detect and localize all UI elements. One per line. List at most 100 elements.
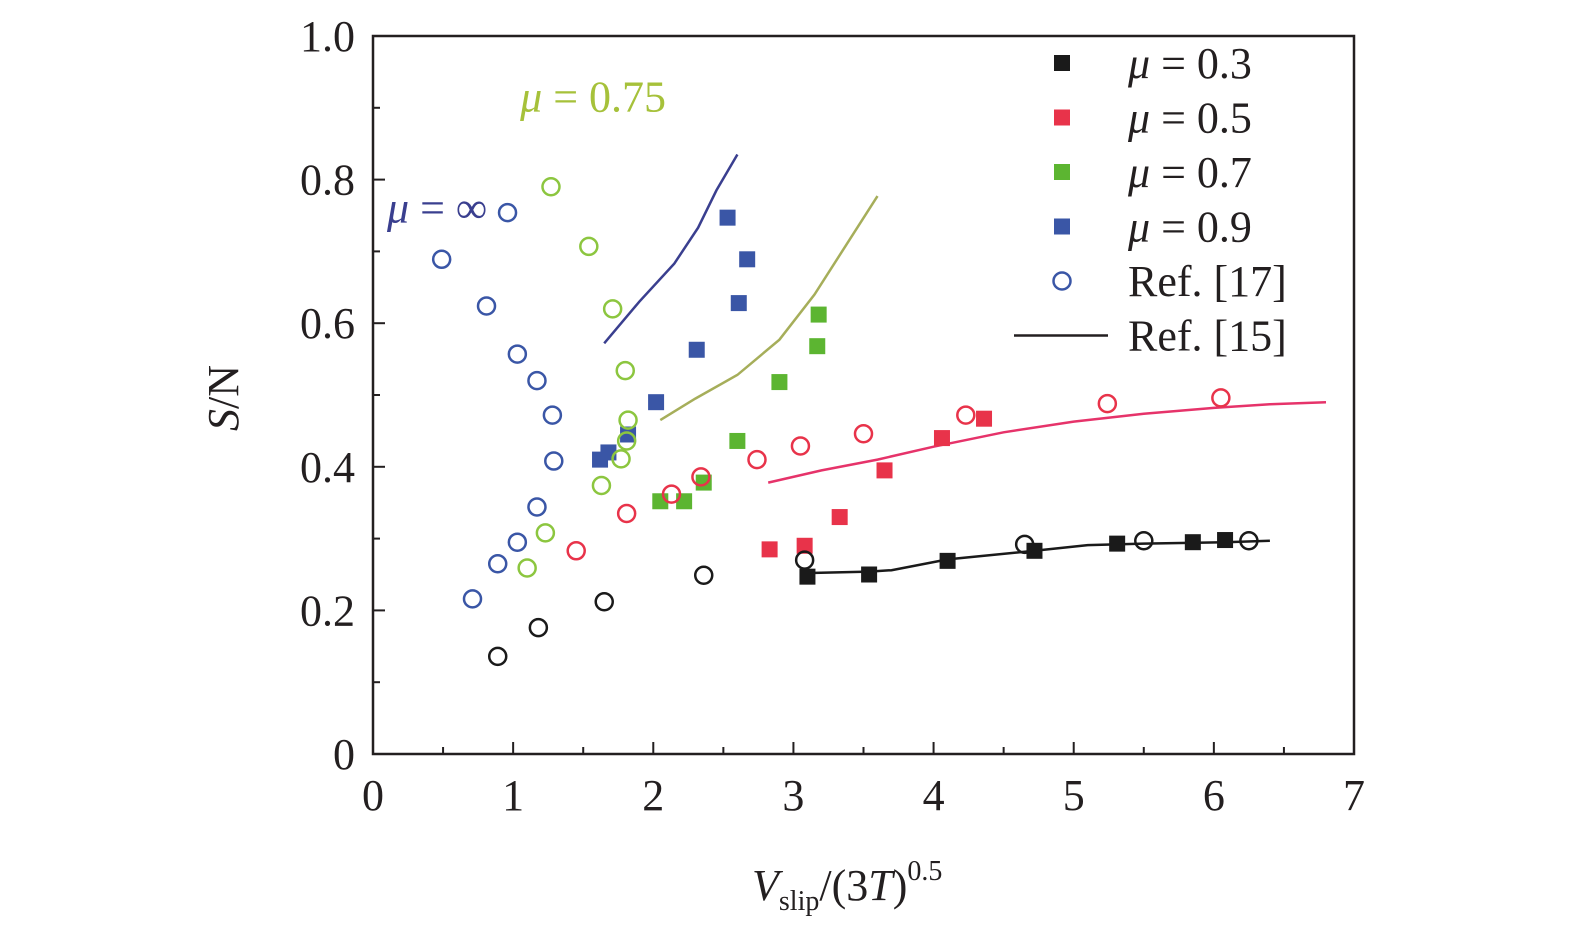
- x-axis-title: Vslip/(3T)0.5: [752, 856, 942, 917]
- data-point-square: [933, 430, 950, 447]
- legend-marker-square: [1054, 218, 1070, 235]
- legend-item: μ = 0.3: [1054, 39, 1252, 88]
- data-point-circle: [1239, 531, 1259, 551]
- data-point-circle: [1097, 393, 1118, 414]
- data-point-square: [719, 209, 736, 226]
- legend-item: Ref. [17]: [1052, 257, 1287, 306]
- series-circle-open: [566, 388, 1231, 561]
- data-point-circle: [497, 202, 518, 223]
- data-point-circle: [616, 503, 637, 524]
- data-point-circle: [1211, 388, 1231, 408]
- annotation-label: μ = 0.75: [519, 72, 666, 121]
- plot-series-layer: [431, 153, 1327, 667]
- data-point-circle: [853, 424, 874, 444]
- data-point-square: [1184, 534, 1201, 551]
- legend-symbol: μ: [1127, 203, 1150, 252]
- data-point-square: [1109, 535, 1126, 552]
- data-point-circle: [487, 646, 508, 667]
- data-point-square: [831, 509, 848, 526]
- legend-marker-square: [1054, 164, 1070, 180]
- data-point-circle: [693, 565, 714, 585]
- data-point-square: [761, 541, 778, 558]
- data-point-square: [976, 410, 993, 427]
- data-point-square: [799, 568, 816, 585]
- x-tick-label: 6: [1203, 771, 1225, 820]
- data-point-square: [1217, 532, 1234, 549]
- data-point-circle: [542, 405, 563, 425]
- legend-text: = 0.5: [1150, 94, 1252, 143]
- data-point-circle: [566, 541, 586, 561]
- data-point-circle: [527, 370, 547, 391]
- data-point-circle: [794, 550, 815, 570]
- plot-frame: [371, 34, 1356, 756]
- data-point-circle: [615, 360, 636, 381]
- data-point-circle: [790, 436, 811, 456]
- data-point-circle: [691, 467, 711, 487]
- legend-label: μ = 0.3: [1127, 39, 1252, 88]
- data-point-circle: [535, 523, 556, 543]
- series-line: [603, 153, 739, 345]
- data-point-square: [810, 306, 827, 323]
- data-point-circle: [462, 589, 483, 609]
- series-line: [767, 400, 1327, 484]
- legend-text: Ref. [15]: [1128, 312, 1287, 361]
- data-point-square: [876, 462, 893, 479]
- x-tick-label: 0: [362, 771, 384, 820]
- legend-text: Ref. [17]: [1128, 257, 1287, 306]
- data-point-circle: [616, 431, 637, 451]
- data-point-circle: [661, 484, 682, 504]
- data-point-circle: [611, 449, 631, 469]
- legend-item: Ref. [15]: [1014, 312, 1287, 361]
- data-point-circle: [747, 449, 767, 470]
- legend-label: μ = 0.7: [1127, 148, 1252, 197]
- data-point-circle: [541, 177, 561, 197]
- data-point-circle: [528, 617, 549, 638]
- data-point-circle: [1014, 534, 1035, 555]
- y-axis-title: S/N: [199, 365, 248, 431]
- legend-symbol: μ: [1127, 94, 1150, 143]
- legend-item: μ = 0.7: [1054, 148, 1252, 197]
- data-point-square: [809, 338, 826, 355]
- data-point-square: [648, 394, 665, 411]
- data-point-circle: [618, 410, 638, 430]
- data-point-square: [1026, 542, 1043, 559]
- y-tick-label: 0.4: [300, 443, 355, 492]
- data-point-square: [695, 474, 712, 491]
- legend-marker-square: [1054, 109, 1070, 126]
- series-line: [659, 195, 879, 422]
- data-point-square: [771, 374, 788, 391]
- series-circle-open: [517, 177, 638, 578]
- legend-label: μ = 0.5: [1127, 94, 1252, 143]
- series-square: [799, 532, 1234, 585]
- data-point-circle: [579, 236, 599, 257]
- data-point-square: [730, 295, 747, 312]
- legend-label: Ref. [15]: [1128, 312, 1287, 361]
- data-point-circle: [956, 405, 976, 425]
- data-point-circle: [431, 249, 452, 270]
- legend-text: = 0.9: [1150, 203, 1252, 252]
- series-circle-open: [487, 531, 1259, 667]
- x-tick-label: 7: [1343, 771, 1365, 820]
- legend-marker-circle: [1052, 271, 1072, 291]
- data-point-circle: [1134, 531, 1154, 551]
- data-point-square: [796, 537, 813, 554]
- data-point-circle: [594, 592, 614, 612]
- y-tick-label: 0: [333, 730, 355, 779]
- legend-label: Ref. [17]: [1128, 257, 1287, 306]
- legend-marker-square: [1054, 55, 1070, 71]
- data-point-circle: [527, 497, 547, 517]
- annotation-symbol: μ: [519, 72, 542, 121]
- series-square: [761, 410, 993, 558]
- legend-symbol: μ: [1127, 148, 1150, 197]
- y-tick-label: 0.2: [300, 586, 355, 635]
- data-point-circle: [602, 299, 623, 319]
- series-circle-open: [431, 202, 564, 609]
- data-point-circle: [507, 344, 528, 364]
- legend-item: μ = 0.9: [1054, 203, 1252, 252]
- annotation-label: μ = ∞: [386, 184, 487, 233]
- data-point-circle: [517, 558, 537, 578]
- annotation-layer: μ = 0.75 μ = ∞: [386, 72, 666, 232]
- series-line: [767, 400, 1327, 484]
- series-square: [592, 209, 756, 468]
